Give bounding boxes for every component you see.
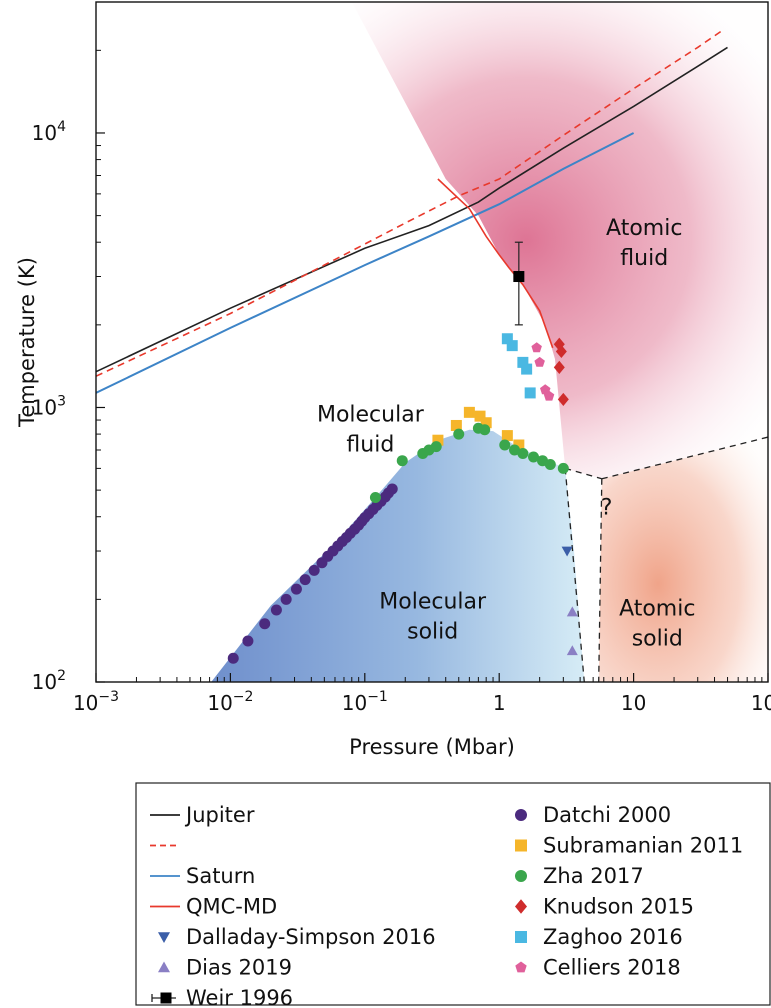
zha-2017-point — [517, 447, 529, 459]
knudson-2015-point — [555, 344, 567, 359]
phase-boundary-3 — [598, 478, 603, 682]
zaghoo-2016-point — [524, 387, 536, 399]
qmc-md-line — [437, 178, 554, 349]
subramanian-2011-point — [450, 419, 462, 431]
x-tick-label: 10−2 — [207, 689, 253, 715]
subramanian-2011-point — [474, 410, 486, 422]
x-tick-label: 1 — [493, 691, 506, 715]
subramanian-2011-point — [513, 439, 525, 451]
zaghoo-2016-point — [517, 356, 529, 368]
legend-label-knudson-2015: Knudson 2015 — [543, 895, 694, 919]
legend-symbol-zha-2017 — [515, 870, 527, 882]
jupiter-line — [96, 46, 728, 373]
subramanian-2011-point — [463, 406, 475, 418]
y-tick-label: 102 — [32, 668, 66, 694]
plot-frame — [95, 1, 769, 683]
legend-symbol-dias-2019 — [158, 961, 170, 973]
region-label-molecular-solid: solid — [407, 619, 458, 644]
legend-label-saturn: Saturn — [186, 864, 255, 888]
subramanian-2011-point — [501, 430, 513, 442]
legend-symbol-datchi-2000 — [515, 809, 527, 821]
x-tick-label: 10−1 — [342, 689, 388, 715]
knudson-2015-point — [557, 392, 569, 407]
datchi-2000-point — [242, 635, 254, 647]
datchi-2000-point — [270, 604, 282, 616]
region-label--: ? — [601, 496, 613, 521]
zha-2017-point — [369, 492, 381, 504]
datchi-2000-point — [227, 652, 239, 664]
legend-symbol-dalladay-simpson-2016 — [158, 932, 170, 943]
region-label-atomic-fluid: fluid — [620, 246, 668, 271]
legend-label-zha-2017: Zha 2017 — [543, 864, 644, 888]
legend-symbol-celliers-2018 — [515, 961, 527, 973]
saturn-line — [96, 132, 635, 394]
weir-1996-point — [513, 271, 525, 283]
subramanian-2011-point — [432, 434, 444, 446]
legend-box — [135, 782, 771, 1006]
atomic-solid-region — [598, 437, 768, 682]
legend-symbol-knudson-2015 — [515, 899, 527, 914]
datchi-2000-point — [280, 593, 292, 605]
celliers-2018-point — [543, 390, 555, 401]
legend-symbol-subramanian-2011 — [515, 839, 527, 852]
zha-2017-point — [528, 451, 540, 463]
celliers-2018-point — [534, 356, 545, 367]
y-axis-title: Temperature (K) — [15, 257, 39, 428]
legend-label-jupiter: Jupiter — [184, 803, 255, 827]
knudson-2015-point — [553, 360, 565, 374]
legend-label-weir-1996: Weir 1996 — [186, 986, 293, 1008]
dalladay-simpson-2016-point — [561, 546, 573, 557]
x-axis-title: Pressure (Mbar) — [349, 735, 515, 759]
molecular-solid-region — [211, 429, 585, 682]
legend-label-dias-2019: Dias 2019 — [186, 956, 292, 980]
legend-label-dalladay-simpson-2016: Dalladay-Simpson 2016 — [186, 925, 436, 949]
x-tick-label: 10 — [621, 691, 646, 715]
region-label-atomic-fluid: Atomic — [606, 216, 682, 241]
zaghoo-2016-point — [521, 363, 533, 375]
zha-2017-point — [479, 424, 491, 436]
zaghoo-2016-point — [506, 340, 518, 352]
legend-label-subramanian-2011: Subramanian 2011 — [543, 834, 743, 858]
celliers-2018-point — [531, 342, 542, 353]
atomic-fluid-region — [283, 2, 768, 479]
phase-boundary-2 — [564, 468, 585, 682]
region-label-atomic-solid: Atomic — [619, 596, 695, 621]
legend-label-datchi-2000: Datchi 2000 — [543, 803, 671, 827]
region-label-atomic-solid: solid — [632, 626, 683, 651]
y-tick-label: 104 — [32, 119, 66, 145]
region-label-molecular-fluid: Molecular — [317, 402, 425, 427]
datchi-2000-point — [259, 618, 271, 630]
datchi-2000-point — [290, 583, 302, 595]
legend-label-celliers-2018: Celliers 2018 — [543, 956, 681, 980]
zha-2017-point — [557, 462, 569, 474]
legend-label-zaghoo-2016: Zaghoo 2016 — [543, 925, 683, 949]
zha-2017-point — [453, 428, 465, 440]
dias-2019-point — [566, 645, 578, 656]
zha-2017-point — [544, 458, 556, 470]
datchi-2000-point — [308, 564, 320, 576]
x-tick-label: 102 — [751, 689, 771, 715]
zha-2017-point — [430, 441, 442, 453]
zha-2017-point — [396, 455, 408, 467]
legend-symbol-marker — [160, 992, 172, 1004]
zaghoo-2016-point — [501, 333, 513, 345]
region-label-molecular-fluid: fluid — [346, 432, 394, 457]
datchi-2000-point — [299, 574, 311, 586]
zha-2017-point — [509, 444, 521, 456]
subramanian-2011-point — [480, 417, 492, 429]
datchi-2000-point — [386, 483, 398, 495]
dashed-line-line — [96, 30, 722, 377]
legend-symbol-zaghoo-2016 — [515, 931, 527, 943]
zha-2017-point — [499, 439, 511, 451]
dias-2019-point — [566, 606, 578, 617]
region-label-molecular-solid: Molecular — [379, 589, 487, 614]
x-tick-label: 10−3 — [73, 689, 119, 715]
legend-label-qmc-md: QMC-MD — [186, 895, 277, 919]
